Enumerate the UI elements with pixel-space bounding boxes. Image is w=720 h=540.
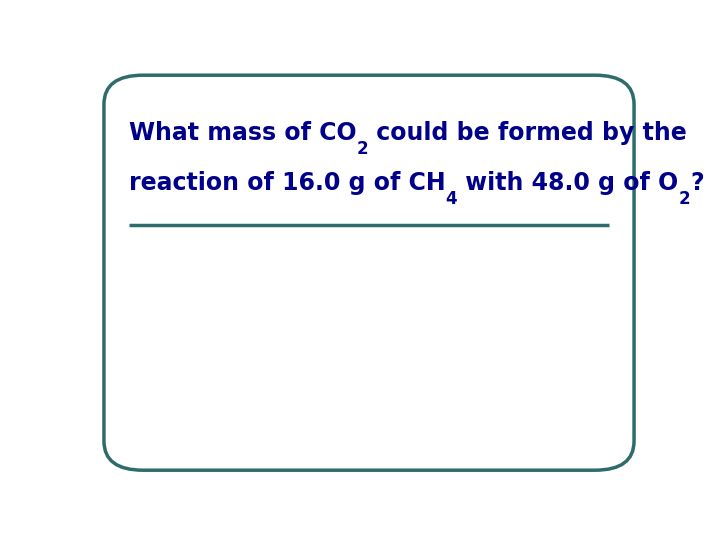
- Text: 2: 2: [678, 190, 690, 208]
- Text: What mass of CO: What mass of CO: [129, 120, 356, 145]
- FancyBboxPatch shape: [104, 75, 634, 470]
- Text: with 48.0 g of O: with 48.0 g of O: [457, 171, 678, 194]
- Text: could be formed by the: could be formed by the: [369, 120, 687, 145]
- Text: ?: ?: [690, 171, 704, 194]
- Text: 2: 2: [356, 140, 369, 158]
- Text: 4: 4: [446, 190, 457, 208]
- Text: reaction of 16.0 g of CH: reaction of 16.0 g of CH: [129, 171, 446, 194]
